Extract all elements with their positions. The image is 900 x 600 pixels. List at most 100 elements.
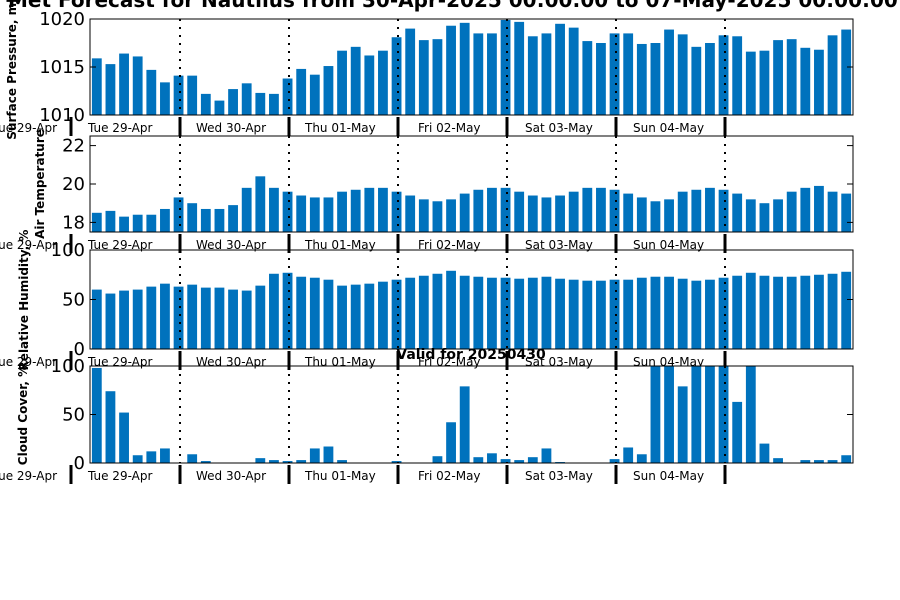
x-tick-label: Tue 29-Apr	[87, 238, 152, 252]
bar	[296, 195, 307, 232]
bar	[814, 49, 824, 115]
x-tick-label: Tue 29-Apr	[87, 121, 152, 135]
bar	[705, 366, 715, 463]
bar	[555, 23, 565, 115]
bar	[827, 35, 838, 115]
bar	[105, 64, 116, 115]
bar	[160, 283, 170, 349]
bar	[214, 287, 225, 349]
bar	[664, 276, 674, 349]
bar	[309, 448, 320, 463]
bar	[173, 197, 184, 232]
x-tick-label: Tue 29-Apr	[0, 355, 57, 369]
bar	[473, 33, 484, 115]
bar	[132, 289, 143, 349]
bar	[255, 285, 266, 349]
bar	[841, 193, 852, 232]
bar	[841, 455, 852, 463]
bar	[800, 460, 811, 463]
bar	[350, 189, 361, 232]
bar	[745, 272, 756, 349]
bar	[160, 208, 170, 232]
bar	[378, 187, 388, 232]
bar	[282, 191, 293, 232]
bar	[609, 33, 620, 115]
x-tick-label: Fri 02-May	[418, 238, 481, 252]
bar	[309, 74, 320, 115]
x-tick-label: Tue 29-Apr	[0, 121, 57, 135]
bar	[596, 280, 606, 349]
y-axis-label: Air Temperature	[33, 129, 47, 239]
bar	[745, 199, 756, 232]
bar	[187, 75, 198, 115]
bar	[677, 191, 688, 232]
bar	[596, 43, 606, 115]
bar	[718, 277, 729, 349]
bar	[364, 283, 375, 349]
bar	[514, 21, 525, 116]
bar	[391, 37, 402, 115]
bar	[119, 290, 129, 349]
bar	[378, 281, 388, 349]
bar	[814, 274, 824, 349]
bar	[405, 195, 416, 232]
bar	[105, 210, 116, 232]
bar	[514, 191, 525, 232]
bar	[146, 451, 157, 463]
bar	[323, 66, 334, 115]
x-tick-label: Tue 29-Apr	[0, 469, 57, 483]
bar	[269, 460, 279, 463]
bar	[173, 75, 184, 115]
bar	[650, 366, 661, 463]
bar	[582, 187, 593, 232]
bar	[146, 286, 157, 349]
bar	[541, 33, 552, 115]
panel-2: 18 20 22 Tue 29-Apr Tue 29-Apr Wed 30-Apr Thu …	[0, 129, 854, 253]
bar	[241, 83, 252, 115]
bar	[446, 199, 456, 232]
bar	[473, 189, 484, 232]
bar	[418, 275, 429, 349]
bar	[487, 33, 497, 115]
bar	[527, 195, 538, 232]
bar	[636, 277, 647, 349]
bar	[773, 40, 783, 116]
bar	[500, 19, 511, 115]
bar	[146, 69, 157, 115]
bar	[228, 205, 238, 232]
y-tick-label: 1010	[39, 105, 85, 126]
x-tick-label: Wed 30-Apr	[196, 121, 266, 135]
bar	[691, 366, 702, 463]
bar	[405, 28, 416, 116]
bar	[527, 457, 538, 463]
bar	[105, 293, 116, 349]
bar	[378, 50, 388, 115]
bar	[623, 33, 634, 115]
bar	[718, 189, 729, 232]
bar	[623, 279, 634, 349]
bar	[500, 459, 511, 463]
bar	[214, 100, 225, 115]
bar	[269, 93, 279, 115]
bar	[269, 273, 279, 349]
bar	[282, 78, 293, 115]
bar	[841, 29, 852, 116]
bar	[705, 187, 715, 232]
bar	[745, 51, 756, 115]
bar	[350, 46, 361, 116]
bar	[282, 272, 293, 349]
bar	[228, 89, 238, 115]
panel-annotation: Valid for 20250430	[396, 347, 546, 363]
bar	[800, 187, 811, 232]
bar	[691, 280, 702, 349]
x-tick-label: Tue 29-Apr	[87, 469, 152, 483]
bar	[705, 279, 715, 349]
bar	[773, 199, 783, 232]
bar	[487, 187, 497, 232]
bar	[800, 47, 811, 115]
x-tick-label: Sat 03-May	[525, 121, 593, 135]
x-tick-label: Sat 03-May	[525, 469, 593, 483]
bar	[814, 460, 824, 463]
y-tick-label: 100	[51, 240, 85, 261]
bar	[636, 197, 647, 232]
